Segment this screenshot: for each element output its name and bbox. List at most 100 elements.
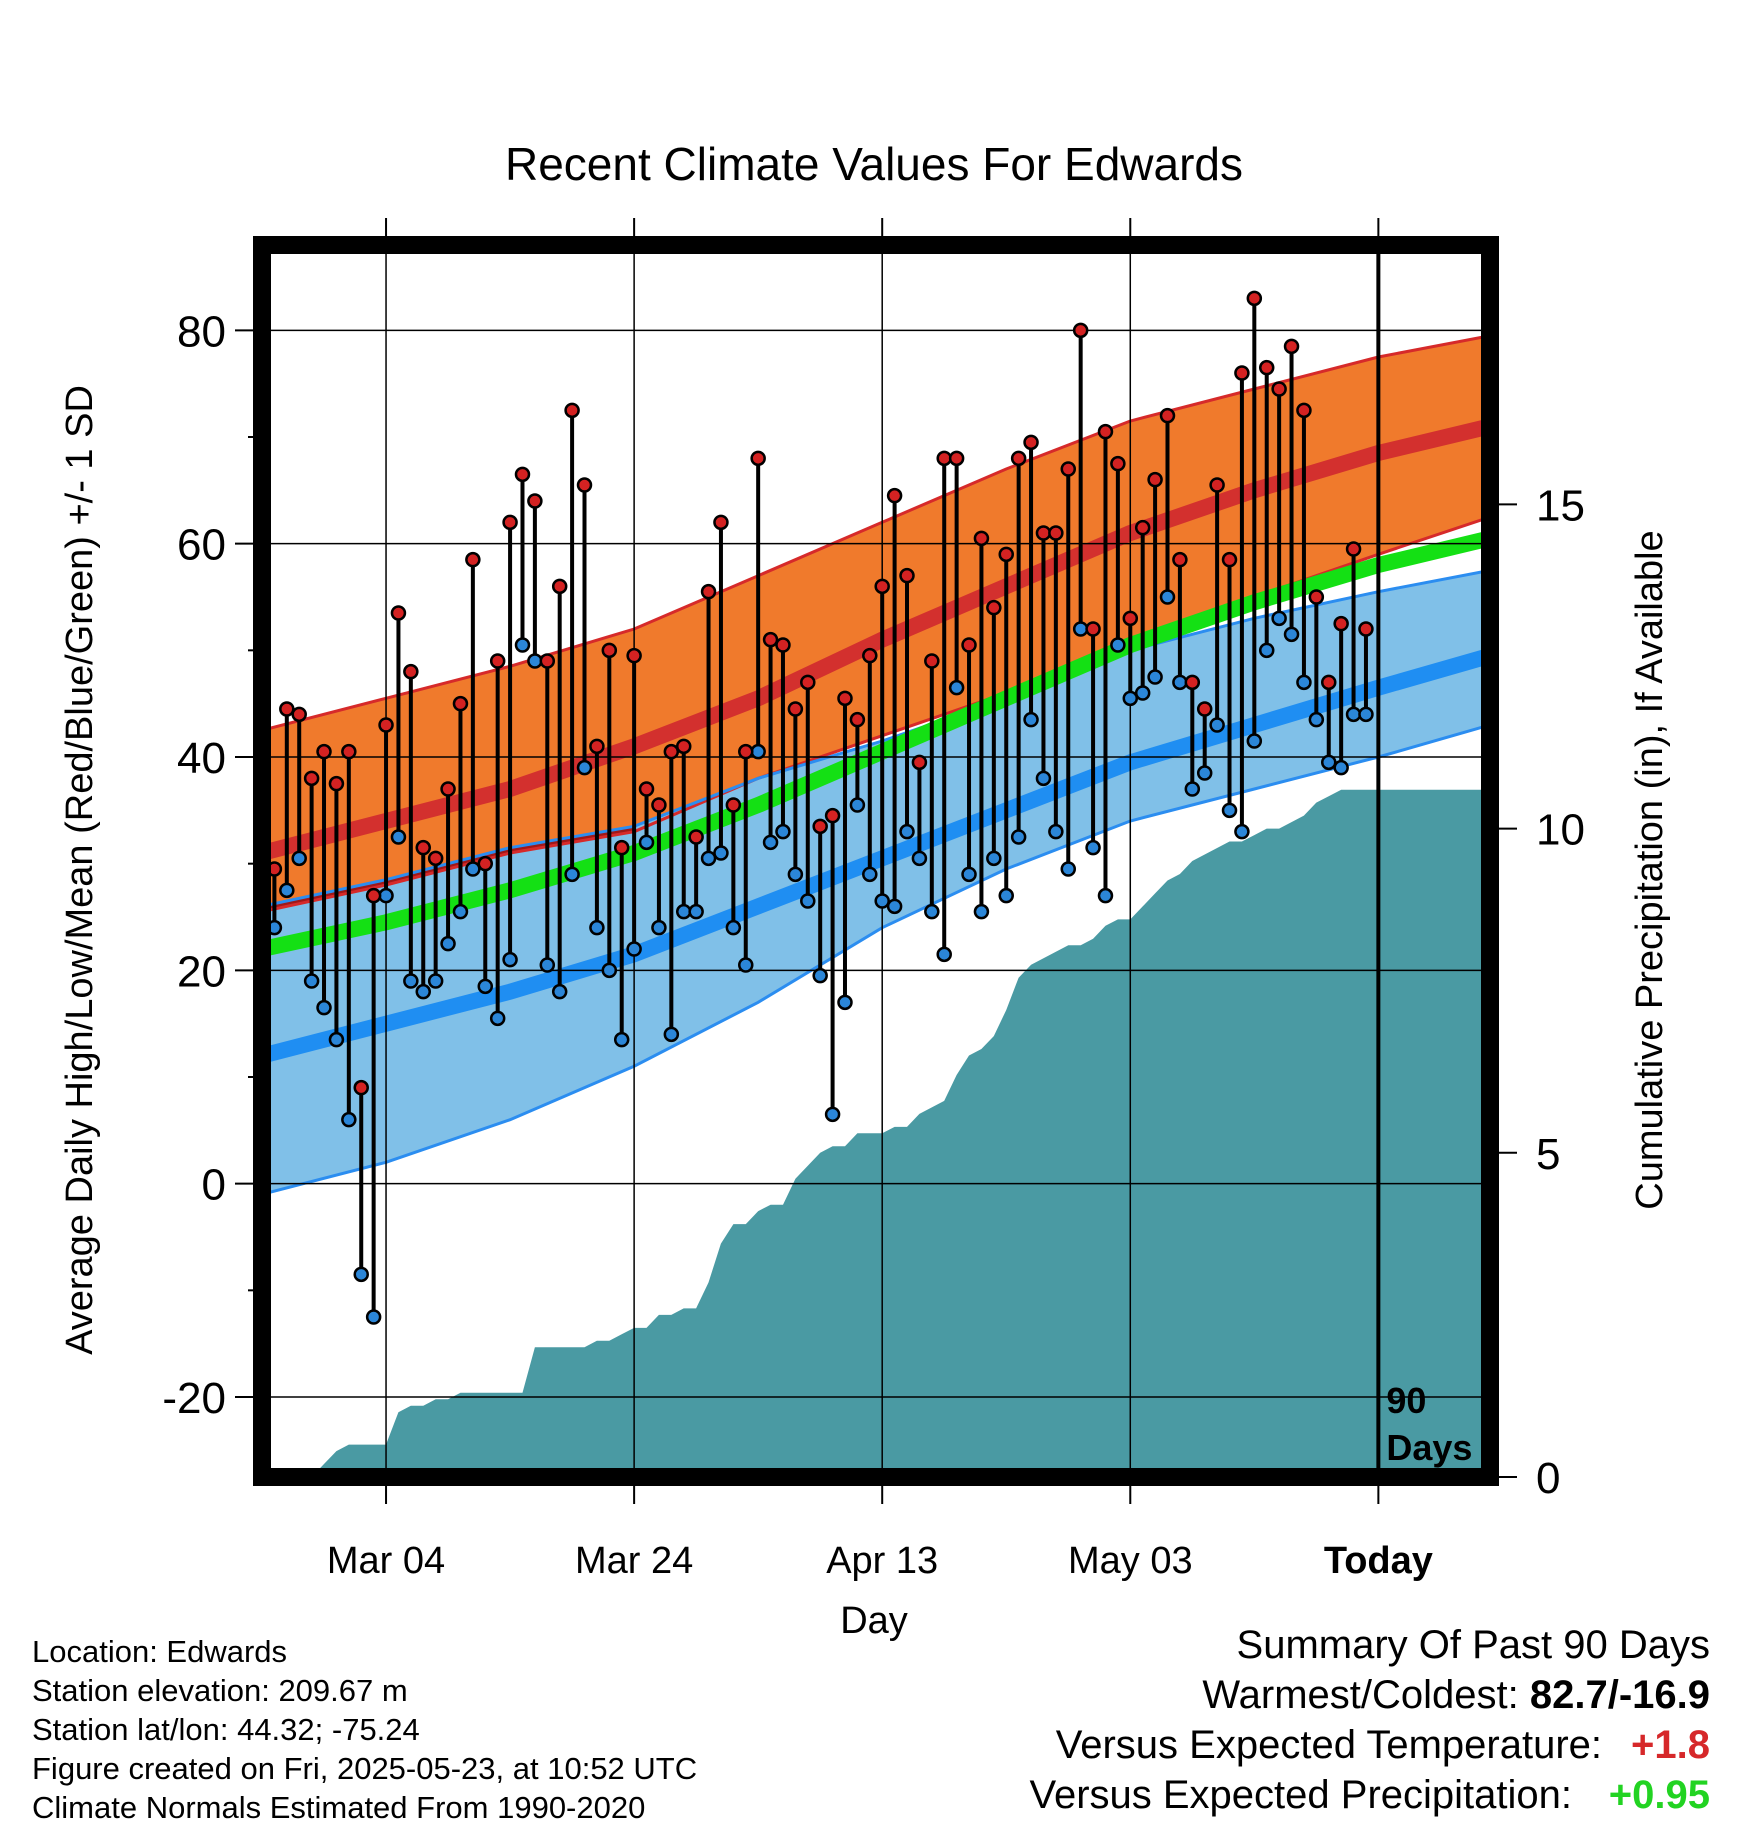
daily-high-point <box>564 402 580 419</box>
precip-anomaly-label: Versus Expected Precipitation: <box>1029 1773 1572 1817</box>
daily-low-point <box>961 866 977 883</box>
daily-low-point <box>837 994 853 1011</box>
daily-low-point <box>427 973 444 989</box>
low-sd-band <box>262 570 1490 1195</box>
daily-low-point <box>1320 754 1337 771</box>
location-text: Location: Edwards <box>32 1634 288 1669</box>
daily-high-point <box>948 450 965 467</box>
daily-high-point <box>452 695 469 712</box>
daily-high-point <box>1147 471 1163 488</box>
latlon-text: Station lat/lon: 44.32; -75.24 <box>32 1712 420 1747</box>
today-label-days: Days <box>1386 1427 1472 1468</box>
daily-high-point <box>1358 621 1374 637</box>
daily-high-point <box>514 466 531 483</box>
y-tick-label: 80 <box>177 307 226 356</box>
daily-high-point <box>1283 338 1300 355</box>
daily-high-point <box>1258 359 1275 376</box>
daily-high-point <box>700 583 717 600</box>
daily-high-point <box>1196 701 1213 717</box>
created-text: Figure created on Fri, 2025-05-23, at 10… <box>32 1751 698 1786</box>
daily-high-point <box>316 743 332 760</box>
daily-high-point <box>1023 434 1039 451</box>
daily-low-point <box>551 983 568 1000</box>
daily-high-point <box>1035 525 1052 541</box>
daily-high-point <box>899 567 915 584</box>
x-tick-label: Today <box>1324 1540 1433 1582</box>
daily-low-point <box>1333 759 1349 776</box>
daily-low-point <box>1147 669 1163 685</box>
daily-low-point <box>738 957 754 973</box>
daily-high-point <box>862 647 878 664</box>
daily-high-point <box>1097 423 1114 440</box>
daily-low-point <box>1048 823 1064 840</box>
daily-high-point <box>390 605 407 621</box>
daily-high-point <box>1010 450 1027 467</box>
daily-low-point <box>886 898 903 915</box>
daily-high-point <box>415 839 432 856</box>
daily-low-point <box>1221 802 1238 819</box>
daily-high-point <box>787 701 804 717</box>
daily-low-point <box>1159 589 1176 605</box>
daily-low-point <box>378 887 394 904</box>
daily-low-point <box>936 946 952 963</box>
daily-high-point <box>750 450 766 467</box>
daily-high-point <box>1048 525 1064 541</box>
daily-high-point <box>775 637 791 653</box>
daily-high-point <box>539 653 556 669</box>
daily-high-point <box>713 514 729 531</box>
y-tick-label: 60 <box>177 521 226 570</box>
warmest-coldest-label: Warmest/Coldest: <box>1202 1673 1519 1717</box>
daily-low-point <box>1134 685 1151 701</box>
daily-high-point <box>849 711 866 728</box>
precip-area <box>262 789 1490 1477</box>
daily-high-point <box>911 754 928 771</box>
daily-high-point <box>279 701 295 717</box>
daily-low-point <box>539 957 556 973</box>
daily-low-point <box>415 983 432 1000</box>
daily-high-point <box>812 818 828 835</box>
x-tick-label: Mar 24 <box>575 1540 693 1582</box>
daily-high-point <box>1320 674 1337 691</box>
daily-high-point <box>291 706 307 723</box>
elevation-text: Station elevation: 209.67 m <box>32 1673 408 1708</box>
daily-high-point <box>353 1079 369 1096</box>
daily-low-point <box>390 829 407 845</box>
daily-low-point <box>1345 706 1362 723</box>
daily-low-point <box>1246 733 1263 749</box>
daily-low-point <box>651 919 667 936</box>
daily-high-point <box>663 743 680 760</box>
daily-low-point <box>1209 717 1225 733</box>
daily-low-point <box>948 679 965 696</box>
daily-low-point <box>824 1106 841 1123</box>
chart-title: Recent Climate Values For Edwards <box>505 138 1243 190</box>
daily-high-point <box>502 514 518 531</box>
daily-high-point <box>762 631 779 648</box>
daily-low-point <box>1283 626 1300 643</box>
daily-high-point <box>303 770 320 787</box>
daily-high-point <box>1110 455 1126 472</box>
daily-low-point <box>316 999 332 1016</box>
y2-tick-label: 15 <box>1536 481 1585 530</box>
daily-low-point <box>279 882 295 899</box>
daily-high-point <box>1209 477 1225 493</box>
daily-low-point <box>973 903 990 920</box>
daily-high-point <box>1221 551 1238 568</box>
warmest-coldest-row: Warmest/Coldest: 82.7/-16.9 <box>1029 1670 1710 1720</box>
daily-high-point <box>1122 610 1139 627</box>
daily-high-point <box>626 647 642 664</box>
daily-high-point <box>440 781 456 797</box>
daily-high-point <box>675 738 692 755</box>
x-tick-label: Apr 13 <box>826 1540 938 1582</box>
plot-frame <box>253 236 1499 1486</box>
daily-high-point <box>1184 674 1201 691</box>
daily-high-point <box>725 797 742 813</box>
daily-low-point <box>750 743 766 760</box>
daily-high-point <box>427 850 444 867</box>
daily-low-point <box>874 893 890 909</box>
daily-high-point <box>738 743 754 760</box>
daily-low-point <box>1085 839 1101 856</box>
daily-low-point <box>403 973 419 989</box>
daily-low-point <box>353 1266 369 1283</box>
daily-low-point <box>1296 674 1312 691</box>
